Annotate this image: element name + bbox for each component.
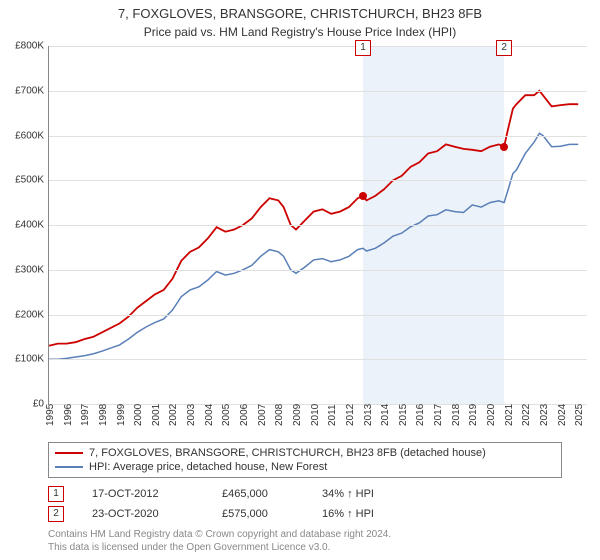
x-axis-label: 1996 (63, 404, 74, 426)
x-axis-label: 2001 (151, 404, 162, 426)
x-axis-label: 1998 (98, 404, 109, 426)
attribution-footer: Contains HM Land Registry data © Crown c… (48, 528, 391, 554)
sale-point (500, 143, 508, 151)
x-axis-label: 2018 (451, 404, 462, 426)
gridline (49, 359, 587, 360)
footer-line: This data is licensed under the Open Gov… (48, 541, 391, 554)
tx-date: 23-OCT-2020 (92, 508, 222, 520)
x-axis-label: 2008 (274, 404, 285, 426)
series-line-hpi (49, 133, 578, 359)
event-marker: 2 (496, 40, 512, 56)
x-axis-label: 2004 (204, 404, 215, 426)
x-axis-label: 1995 (45, 404, 56, 426)
tx-diff: 16% ↑ HPI (322, 508, 422, 520)
x-axis-label: 2003 (186, 404, 197, 426)
gridline (49, 225, 587, 226)
gridline (49, 180, 587, 181)
chart-subtitle: Price paid vs. HM Land Registry's House … (0, 21, 600, 39)
legend-label: HPI: Average price, detached house, New … (89, 461, 327, 473)
x-axis-label: 2012 (345, 404, 356, 426)
transactions-table: 1 17-OCT-2012 £465,000 34% ↑ HPI 2 23-OC… (48, 484, 422, 524)
y-axis-label: £300K (15, 264, 49, 275)
y-axis-label: £600K (15, 130, 49, 141)
x-axis-label: 2022 (521, 404, 532, 426)
x-axis-label: 2000 (133, 404, 144, 426)
y-axis-label: £400K (15, 220, 49, 231)
gridline (49, 91, 587, 92)
x-axis-label: 1997 (80, 404, 91, 426)
y-axis-label: £500K (15, 175, 49, 186)
gridline (49, 315, 587, 316)
x-axis-label: 2019 (468, 404, 479, 426)
x-axis-label: 2014 (380, 404, 391, 426)
table-row: 2 23-OCT-2020 £575,000 16% ↑ HPI (48, 504, 422, 524)
y-axis-label: £800K (15, 41, 49, 52)
legend-swatch (55, 466, 83, 468)
x-axis-label: 2011 (327, 404, 338, 426)
series-line-property (49, 91, 578, 346)
x-axis-label: 2013 (363, 404, 374, 426)
legend-swatch (55, 452, 83, 454)
x-axis-label: 2024 (557, 404, 568, 426)
x-axis-label: 2007 (257, 404, 268, 426)
y-axis-label: £200K (15, 309, 49, 320)
chart-plot-area: £0£100K£200K£300K£400K£500K£600K£700K£80… (48, 46, 587, 405)
x-axis-label: 2016 (415, 404, 426, 426)
x-axis-label: 2009 (292, 404, 303, 426)
legend-row: HPI: Average price, detached house, New … (55, 460, 555, 474)
tx-price: £575,000 (222, 508, 322, 520)
x-axis-label: 2017 (433, 404, 444, 426)
x-axis-label: 2015 (398, 404, 409, 426)
legend-label: 7, FOXGLOVES, BRANSGORE, CHRISTCHURCH, B… (89, 447, 486, 459)
tx-diff: 34% ↑ HPI (322, 488, 422, 500)
sale-point (359, 192, 367, 200)
legend-box: 7, FOXGLOVES, BRANSGORE, CHRISTCHURCH, B… (48, 442, 562, 478)
x-axis-label: 2023 (539, 404, 550, 426)
legend-row: 7, FOXGLOVES, BRANSGORE, CHRISTCHURCH, B… (55, 446, 555, 460)
tx-price: £465,000 (222, 488, 322, 500)
tx-index-box: 1 (48, 486, 64, 502)
gridline (49, 270, 587, 271)
y-axis-label: £700K (15, 85, 49, 96)
x-axis-label: 2002 (168, 404, 179, 426)
x-axis-label: 2021 (504, 404, 515, 426)
x-axis-label: 2020 (486, 404, 497, 426)
x-axis-label: 2005 (221, 404, 232, 426)
tx-index-box: 2 (48, 506, 64, 522)
table-row: 1 17-OCT-2012 £465,000 34% ↑ HPI (48, 484, 422, 504)
event-marker: 1 (355, 40, 371, 56)
tx-date: 17-OCT-2012 (92, 488, 222, 500)
x-axis-label: 2010 (310, 404, 321, 426)
gridline (49, 136, 587, 137)
y-axis-label: £100K (15, 354, 49, 365)
footer-line: Contains HM Land Registry data © Crown c… (48, 528, 391, 541)
chart-title: 7, FOXGLOVES, BRANSGORE, CHRISTCHURCH, B… (0, 0, 600, 21)
x-axis-label: 2025 (574, 404, 585, 426)
chart-container: 7, FOXGLOVES, BRANSGORE, CHRISTCHURCH, B… (0, 0, 600, 560)
x-axis-label: 1999 (116, 404, 127, 426)
x-axis-label: 2006 (239, 404, 250, 426)
